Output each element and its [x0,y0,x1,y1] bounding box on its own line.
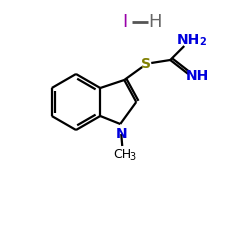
Text: S: S [141,57,151,71]
Text: N: N [116,127,127,141]
Text: NH: NH [186,69,209,83]
Text: NH: NH [176,33,200,47]
Text: I: I [122,13,128,31]
Text: 3: 3 [129,152,135,162]
Text: CH: CH [113,148,131,160]
Text: 2: 2 [199,37,205,47]
Text: H: H [148,13,162,31]
